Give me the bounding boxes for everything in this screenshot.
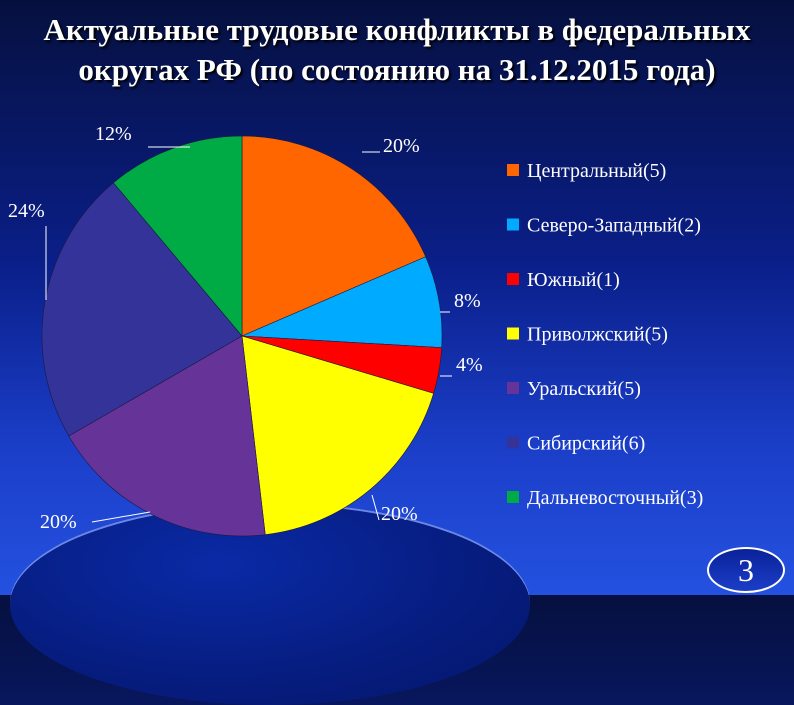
pie-slice-1 <box>241 135 427 337</box>
legend-label-4: Приволжский(5) <box>527 324 668 346</box>
leader-line-4 <box>371 494 380 521</box>
legend-swatch-2 <box>507 218 519 231</box>
slide-title: Актуальные трудовые конфликты в федераль… <box>0 10 794 90</box>
leader-line-5 <box>91 511 151 523</box>
legend-label-1: Центральный(5) <box>527 160 666 182</box>
slide: Актуальные трудовые конфликты в федераль… <box>0 10 794 705</box>
percent-label-6: 24% <box>8 200 45 222</box>
pie-slice-6 <box>41 182 243 437</box>
legend-label-3: Южный(1) <box>527 269 620 291</box>
pie-chart: 20% 8% 4% 20% 20% 24% 12% Центральный(5) Северо-… <box>8 123 703 537</box>
legend-label-6: Сибирский(6) <box>527 433 645 455</box>
legend-swatch-6 <box>507 436 519 449</box>
percent-label-1: 20% <box>383 135 420 157</box>
percent-label-2: 8% <box>454 290 481 312</box>
title-line-1: Актуальные трудовые конфликты в федераль… <box>43 12 751 47</box>
percent-label-4: 20% <box>381 503 418 525</box>
title-line-2: округах РФ (по состоянию на 31.12.2015 г… <box>78 52 716 87</box>
legend-swatch-7 <box>507 491 519 503</box>
pie-slice-7 <box>113 135 243 337</box>
legend-label-2: Северо-Западный(2) <box>527 215 701 237</box>
percent-label-7: 12% <box>95 123 132 145</box>
legend-label-7: Дальневосточный(3) <box>527 487 703 509</box>
legend-label-5: Уральский(5) <box>527 378 641 400</box>
legend-swatch-4 <box>507 327 519 340</box>
pie-slice-5 <box>68 335 266 537</box>
pie-slice-4 <box>241 335 434 535</box>
page-number-badge: 3 <box>707 547 785 593</box>
legend-swatch-5 <box>507 382 519 394</box>
percent-label-5: 20% <box>40 511 77 533</box>
legend: Центральный(5) Северо-Западный(2) Южный(1)… <box>507 160 703 509</box>
pie-slices <box>41 135 443 537</box>
legend-swatch-1 <box>507 164 519 176</box>
legend-swatch-3 <box>507 273 519 285</box>
percent-label-3: 4% <box>456 354 483 376</box>
